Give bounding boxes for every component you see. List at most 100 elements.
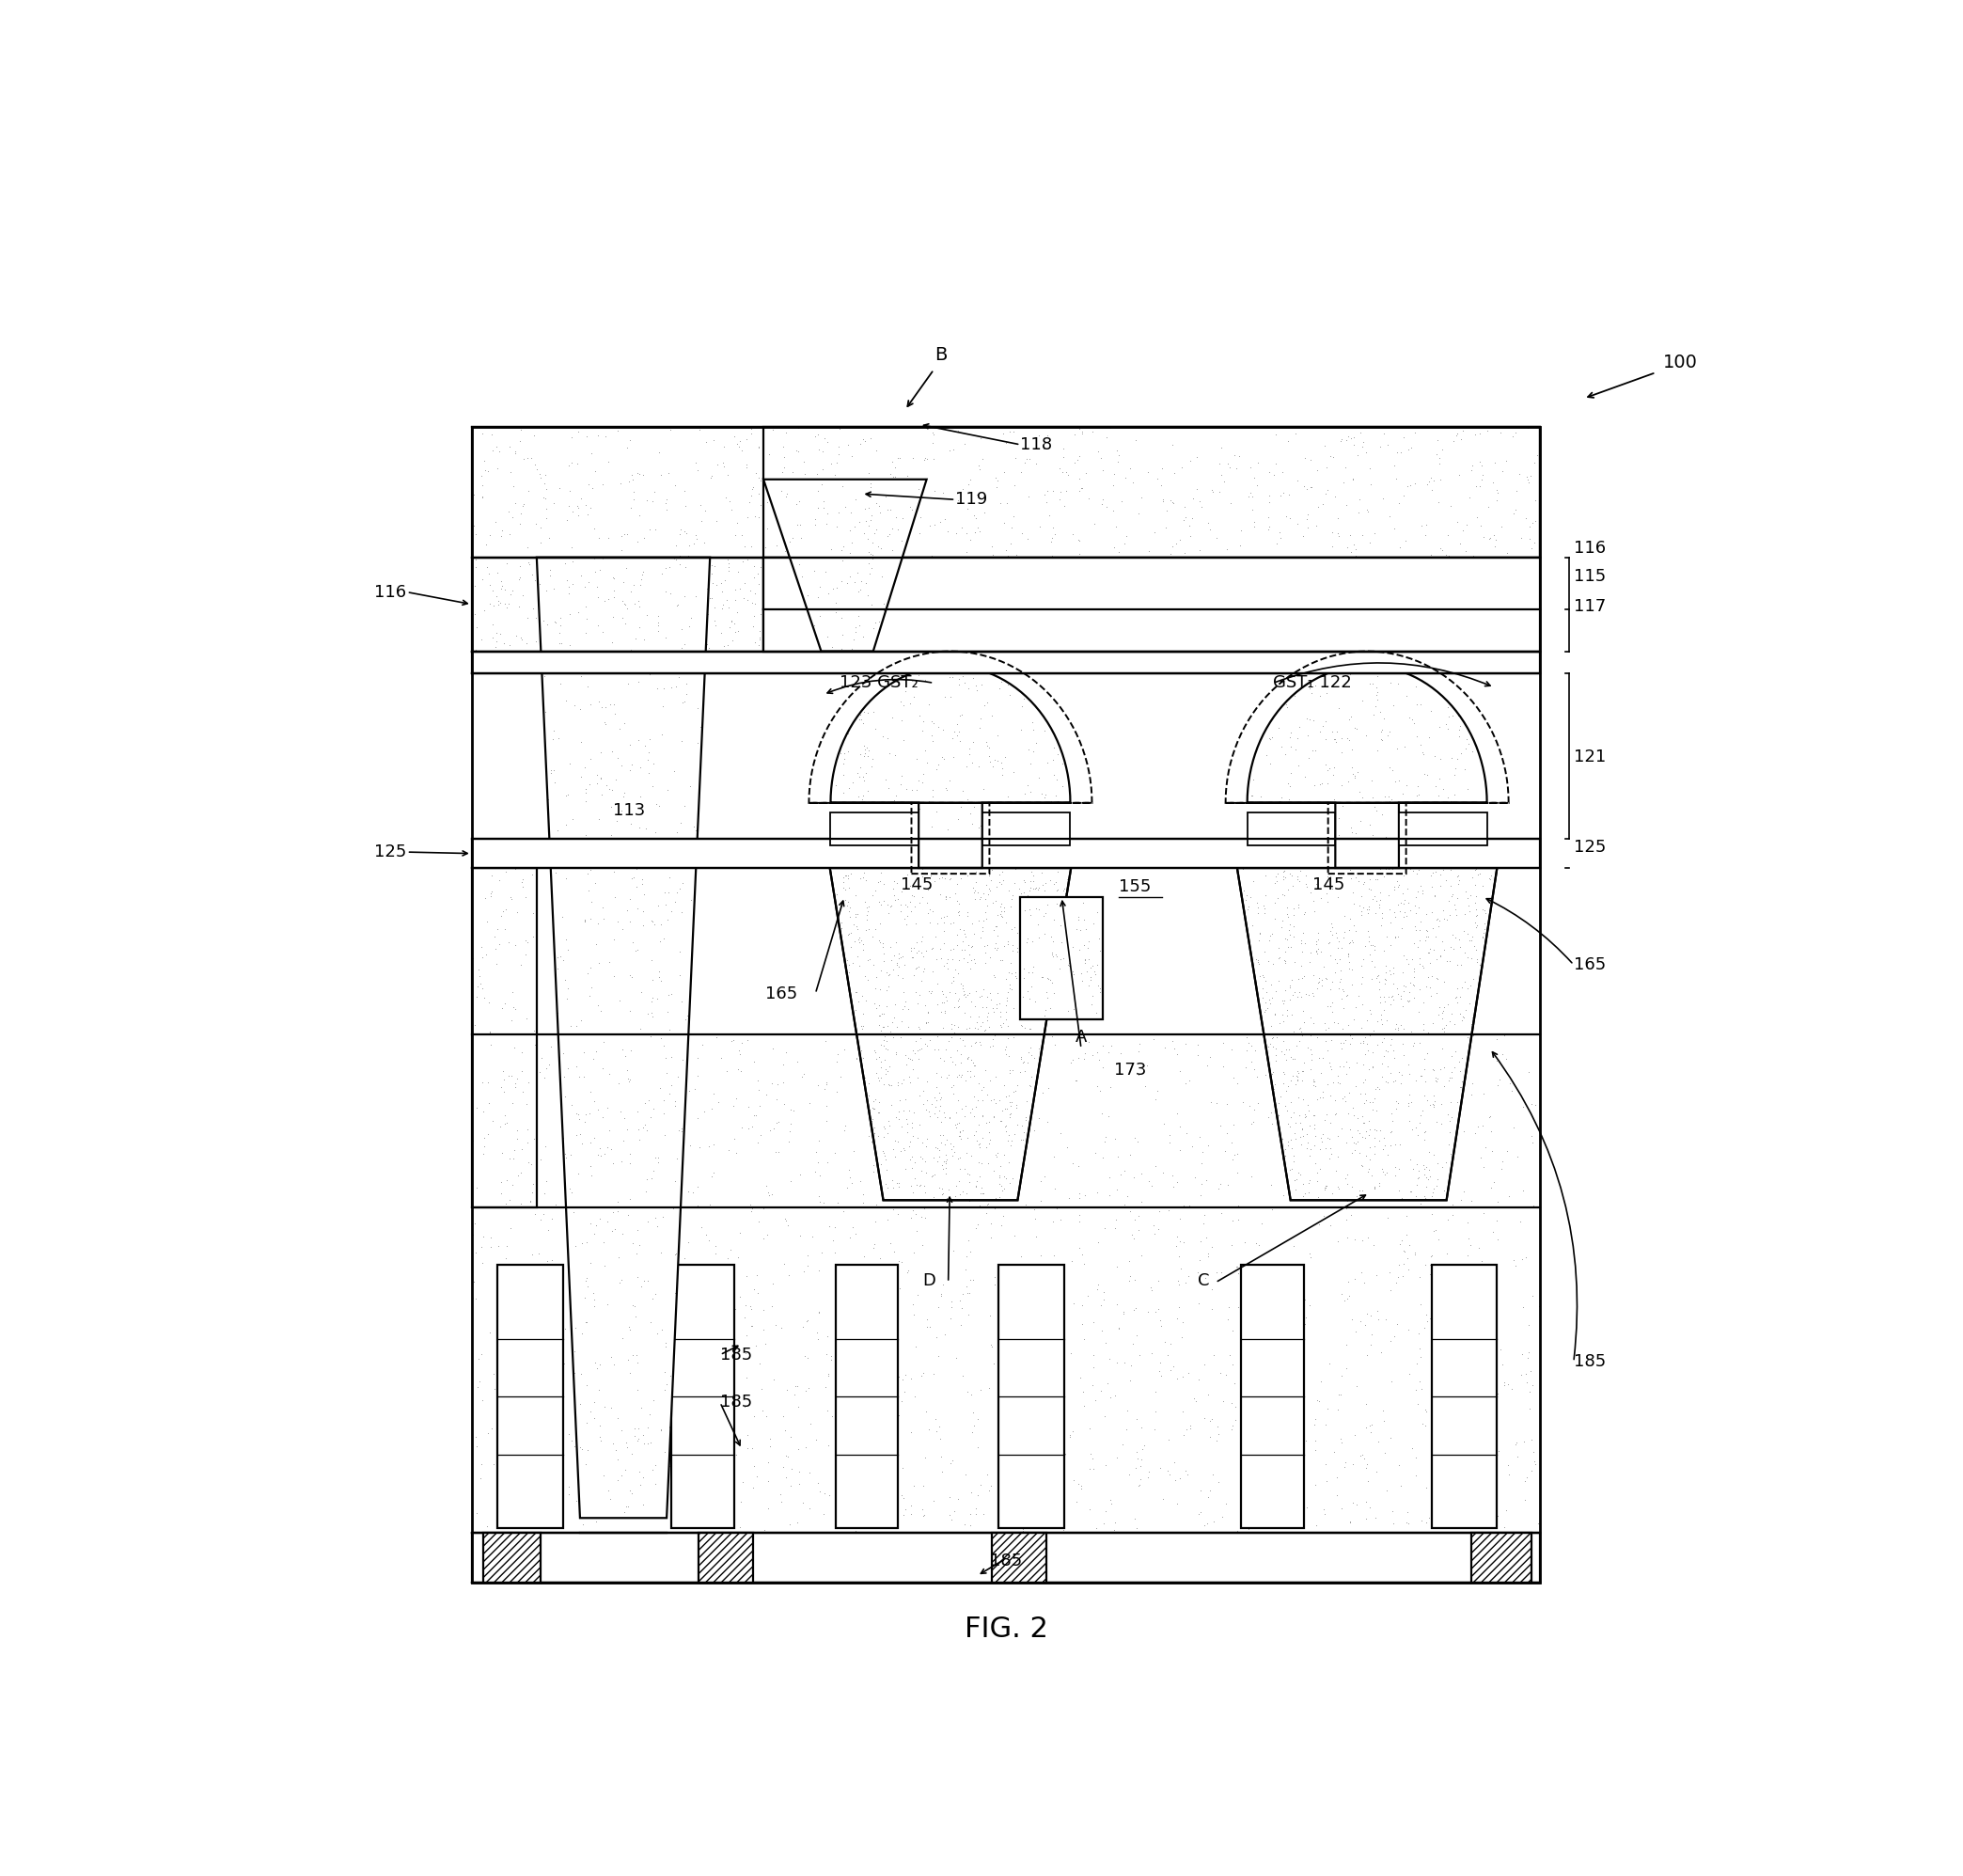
Point [1462,1233,1494,1263]
Point [614,424,646,454]
Point [1294,1141,1325,1171]
Point [557,636,589,666]
Point [1423,488,1455,518]
Point [1290,979,1321,1009]
Point [652,775,683,805]
Point [1358,844,1390,874]
Point [497,503,528,533]
Point [603,1328,634,1358]
Point [1223,1204,1254,1234]
Point [927,863,958,893]
Point [1201,523,1233,553]
Point [1254,1505,1286,1535]
Point [538,756,569,786]
Point [663,630,695,660]
Point [1260,420,1292,450]
Point [1286,981,1317,1011]
Point [864,503,895,533]
Point [868,869,899,899]
Point [1042,739,1074,769]
Point [1089,1214,1121,1244]
Point [1282,1066,1313,1096]
Point [905,927,936,957]
Point [575,1248,607,1278]
Point [1044,1300,1076,1330]
Point [622,1096,654,1126]
Point [1394,1022,1425,1052]
Point [1227,1272,1258,1302]
Point [1354,848,1386,878]
Point [1404,1107,1435,1137]
Point [675,567,707,597]
Point [1347,782,1378,812]
Point [856,501,887,531]
Point [1353,1036,1384,1066]
Point [1300,1067,1331,1097]
Point [968,1124,999,1154]
Point [1464,1409,1496,1439]
Point [1013,884,1044,914]
Point [1339,1225,1370,1255]
Point [1311,1394,1343,1424]
Point [1309,1448,1341,1478]
Point [1239,507,1270,537]
Point [552,505,583,535]
Point [663,1490,695,1520]
Point [997,1054,1029,1084]
Bar [1021,897,1103,1021]
Point [850,985,881,1015]
Point [1415,934,1447,964]
Text: 116: 116 [1574,540,1606,557]
Point [536,1246,567,1276]
Point [630,1032,662,1062]
Point [499,1439,530,1469]
Point [948,919,980,949]
Point [866,1015,897,1045]
Point [1311,452,1343,482]
Bar [471,428,1541,1583]
Point [1284,1058,1315,1088]
Point [575,953,607,983]
Point [1211,535,1243,565]
Point [1404,1156,1435,1186]
Point [559,1011,591,1041]
Point [587,692,618,722]
Point [520,627,552,657]
Point [1315,966,1347,996]
Point [1313,1142,1345,1172]
Point [557,568,589,598]
Point [599,690,630,720]
Point [671,598,703,628]
Point [1048,885,1080,915]
Point [471,1510,503,1540]
Point [789,510,821,540]
Point [1329,1163,1360,1193]
Point [866,533,897,563]
Point [609,1497,640,1527]
Point [1093,1180,1125,1210]
Point [640,615,671,645]
Point [1321,1463,1353,1493]
Point [1459,540,1490,570]
Point [824,737,856,767]
Point [1368,482,1400,512]
Point [1227,1306,1258,1336]
Point [1417,1088,1449,1118]
Point [985,668,1017,698]
Point [850,1358,881,1388]
Bar [1247,812,1335,846]
Bar [764,428,1541,557]
Point [932,1060,964,1090]
Point [813,578,844,608]
Point [532,784,563,814]
Point [927,1062,958,1092]
Point [1366,1133,1398,1163]
Point [1284,1249,1315,1279]
Point [950,668,982,698]
Point [976,1045,1007,1075]
Point [716,1090,748,1120]
Point [1005,715,1036,745]
Point [1282,964,1313,994]
Point [883,938,915,968]
Point [1270,1034,1301,1064]
